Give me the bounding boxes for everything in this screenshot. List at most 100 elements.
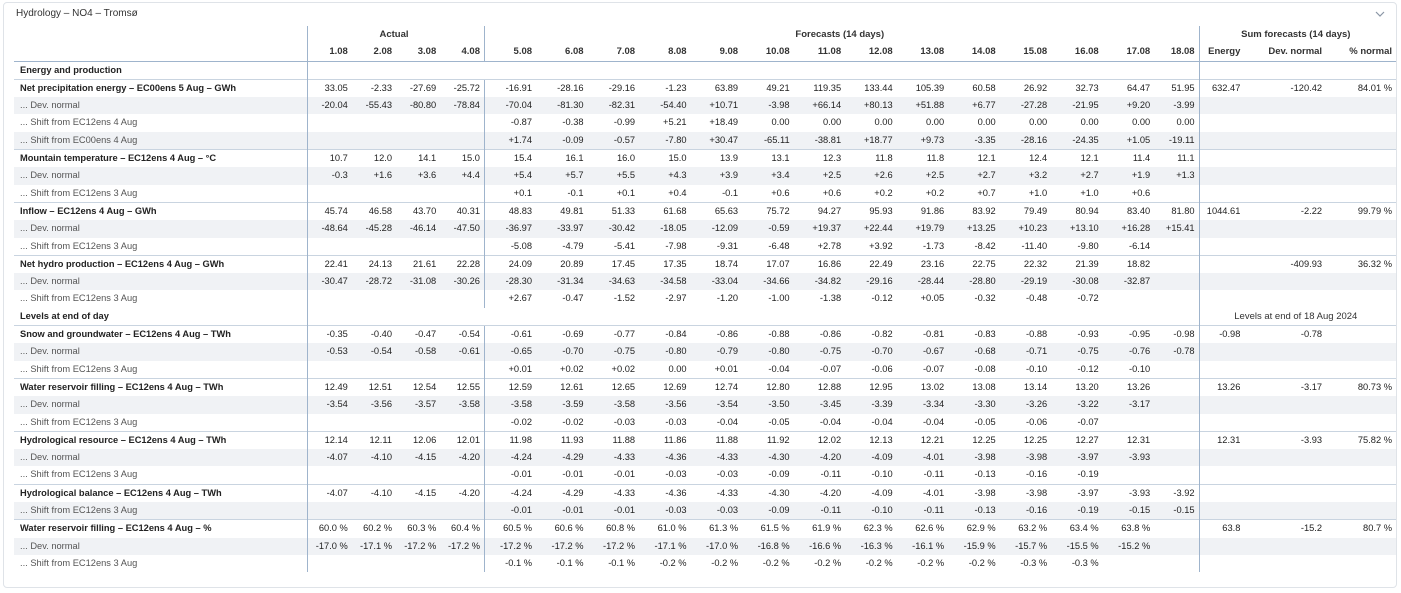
sum-forecasts-group-header: Sum forecasts (14 days) xyxy=(1198,26,1396,44)
value-cell: -29.19 xyxy=(999,273,1052,291)
value-cell: +2.78 xyxy=(817,240,842,251)
section-filler xyxy=(307,307,1200,326)
sum-cell: 632.47 xyxy=(1198,78,1245,98)
sum-cell xyxy=(1244,238,1326,256)
value-cell: 22.41 xyxy=(307,254,352,274)
sub-metric-label: ... Shift from EC12ens 3 Aug xyxy=(20,293,138,304)
value-cell: -4.20 xyxy=(793,449,846,467)
sum-cell xyxy=(1244,273,1327,291)
value-cell xyxy=(352,361,396,379)
value-cell: -16.3 % xyxy=(845,537,897,555)
value-cell: 16.86 xyxy=(793,254,846,274)
sum-cell: -15.2 xyxy=(1244,519,1327,538)
value-cell: -27.28 xyxy=(999,97,1052,115)
value-cell: +0.6 xyxy=(1131,187,1151,198)
value-cell: -4.01 xyxy=(896,449,949,467)
sum-cell: 12.31 xyxy=(1198,430,1245,450)
value-cell: -28.44 xyxy=(896,273,949,291)
value-cell: 12.69 xyxy=(639,377,691,397)
value-cell: 11.88 xyxy=(690,430,743,450)
sum-cell xyxy=(1244,361,1326,379)
value-cell: -0.11 xyxy=(896,502,949,520)
value-cell: -0.2 % xyxy=(711,557,739,568)
value-cell: -45.28 xyxy=(351,220,397,238)
value-cell: +3.6 xyxy=(396,167,441,185)
value-cell: -4.20 xyxy=(793,483,846,503)
metric-label: Net precipitation energy – EC00ens 5 Aug… xyxy=(14,78,308,98)
value-cell: -33.04 xyxy=(690,273,743,291)
value-cell: 11.92 xyxy=(742,430,794,450)
value-cell: 21.39 xyxy=(1051,254,1103,274)
value-cell: 105.39 xyxy=(896,78,949,98)
value-cell: -0.01 xyxy=(562,469,584,480)
value-cell: +2.7 xyxy=(948,167,1000,185)
date-header-cell: 15.08 xyxy=(999,43,1052,62)
value-cell: 60.8 % xyxy=(587,519,640,538)
date-header-cell: 1.08 xyxy=(307,43,352,62)
sum-cell xyxy=(1198,273,1245,291)
value-cell: 75.72 xyxy=(742,201,794,221)
value-cell: 60.6 % xyxy=(536,519,588,538)
hydrology-table: Actual Forecasts (14 days) Sum forecasts… xyxy=(14,26,1396,573)
value-cell: -0.35 xyxy=(307,325,352,344)
value-cell: 0.00 xyxy=(874,117,893,128)
sum-cell xyxy=(1198,537,1245,555)
value-cell: -0.04 xyxy=(819,416,842,427)
value-cell: -12.09 xyxy=(690,220,743,238)
value-cell: -32.87 xyxy=(1102,273,1155,291)
value-cell: 0.00 xyxy=(771,117,790,128)
value-cell: +22.44 xyxy=(845,220,897,238)
value-cell: -0.72 xyxy=(1077,293,1099,304)
sum-cell xyxy=(1326,325,1396,344)
value-cell: 13.1 xyxy=(742,149,794,168)
metric-row: Mountain temperature – EC12ens 4 Aug – °… xyxy=(14,149,1396,168)
value-cell: 11.8 xyxy=(896,149,949,168)
value-cell: -28.30 xyxy=(483,273,537,291)
value-cell: -9.31 xyxy=(716,240,739,251)
value-cell: 13.08 xyxy=(948,377,1000,397)
sum-cell xyxy=(1244,537,1327,555)
value-cell: -4.15 xyxy=(396,449,441,467)
value-cell xyxy=(307,184,352,203)
value-cell: -0.2 % xyxy=(968,557,996,568)
date-header-cell: 6.08 xyxy=(536,43,588,62)
value-cell: -4.20 xyxy=(440,483,485,503)
sum-cell: -3.17 xyxy=(1244,377,1327,397)
value-cell: +5.7 xyxy=(536,167,588,185)
value-cell: -0.61 xyxy=(440,343,485,361)
value-cell: 62.6 % xyxy=(896,519,949,538)
value-cell: -0.01 xyxy=(536,502,588,520)
value-cell: -0.11 xyxy=(820,469,842,480)
value-cell: -3.22 xyxy=(1051,396,1103,414)
value-cell: -11.40 xyxy=(1021,240,1048,251)
metric-row: Water reservoir filling – EC12ens 4 Aug … xyxy=(14,377,1396,397)
value-cell: 60.3 % xyxy=(396,519,441,538)
value-cell xyxy=(440,555,484,572)
value-cell: -0.03 xyxy=(716,469,739,480)
value-cell: -0.10 xyxy=(1129,363,1151,374)
chevron-down-icon[interactable] xyxy=(1372,7,1388,21)
value-cell: -3.30 xyxy=(948,396,1000,414)
value-cell: 61.9 % xyxy=(793,519,846,538)
date-header-cell: 8.08 xyxy=(639,43,691,62)
value-cell: 65.63 xyxy=(690,201,743,221)
value-cell: +9.20 xyxy=(1102,97,1155,115)
value-cell: +0.7 xyxy=(977,187,996,198)
sub-metric-row: ... Shift from EC12ens 3 Aug +0.01 +0.02 +0… xyxy=(14,360,1396,379)
value-cell: 95.93 xyxy=(845,201,897,221)
sum-cell xyxy=(1244,290,1326,307)
value-cell: -0.65 xyxy=(483,343,537,361)
value-cell xyxy=(440,414,484,432)
sum-cell xyxy=(1244,414,1326,432)
value-cell: -20.04 xyxy=(307,97,352,115)
value-cell: -3.54 xyxy=(690,396,743,414)
sub-metric-label: ... Shift from EC12ens 3 Aug xyxy=(14,502,308,520)
metric-label: Hydrological balance – EC12ens 4 Aug – T… xyxy=(14,483,308,503)
value-cell: 11.88 xyxy=(587,430,640,450)
value-cell: -0.48 xyxy=(1025,293,1048,304)
value-cell: 16.1 xyxy=(536,149,588,168)
value-cell: -0.10 xyxy=(1025,363,1048,374)
value-cell: 12.1 xyxy=(1051,149,1103,168)
value-cell: -0.1 xyxy=(567,187,584,198)
sum-cell xyxy=(1326,466,1396,484)
